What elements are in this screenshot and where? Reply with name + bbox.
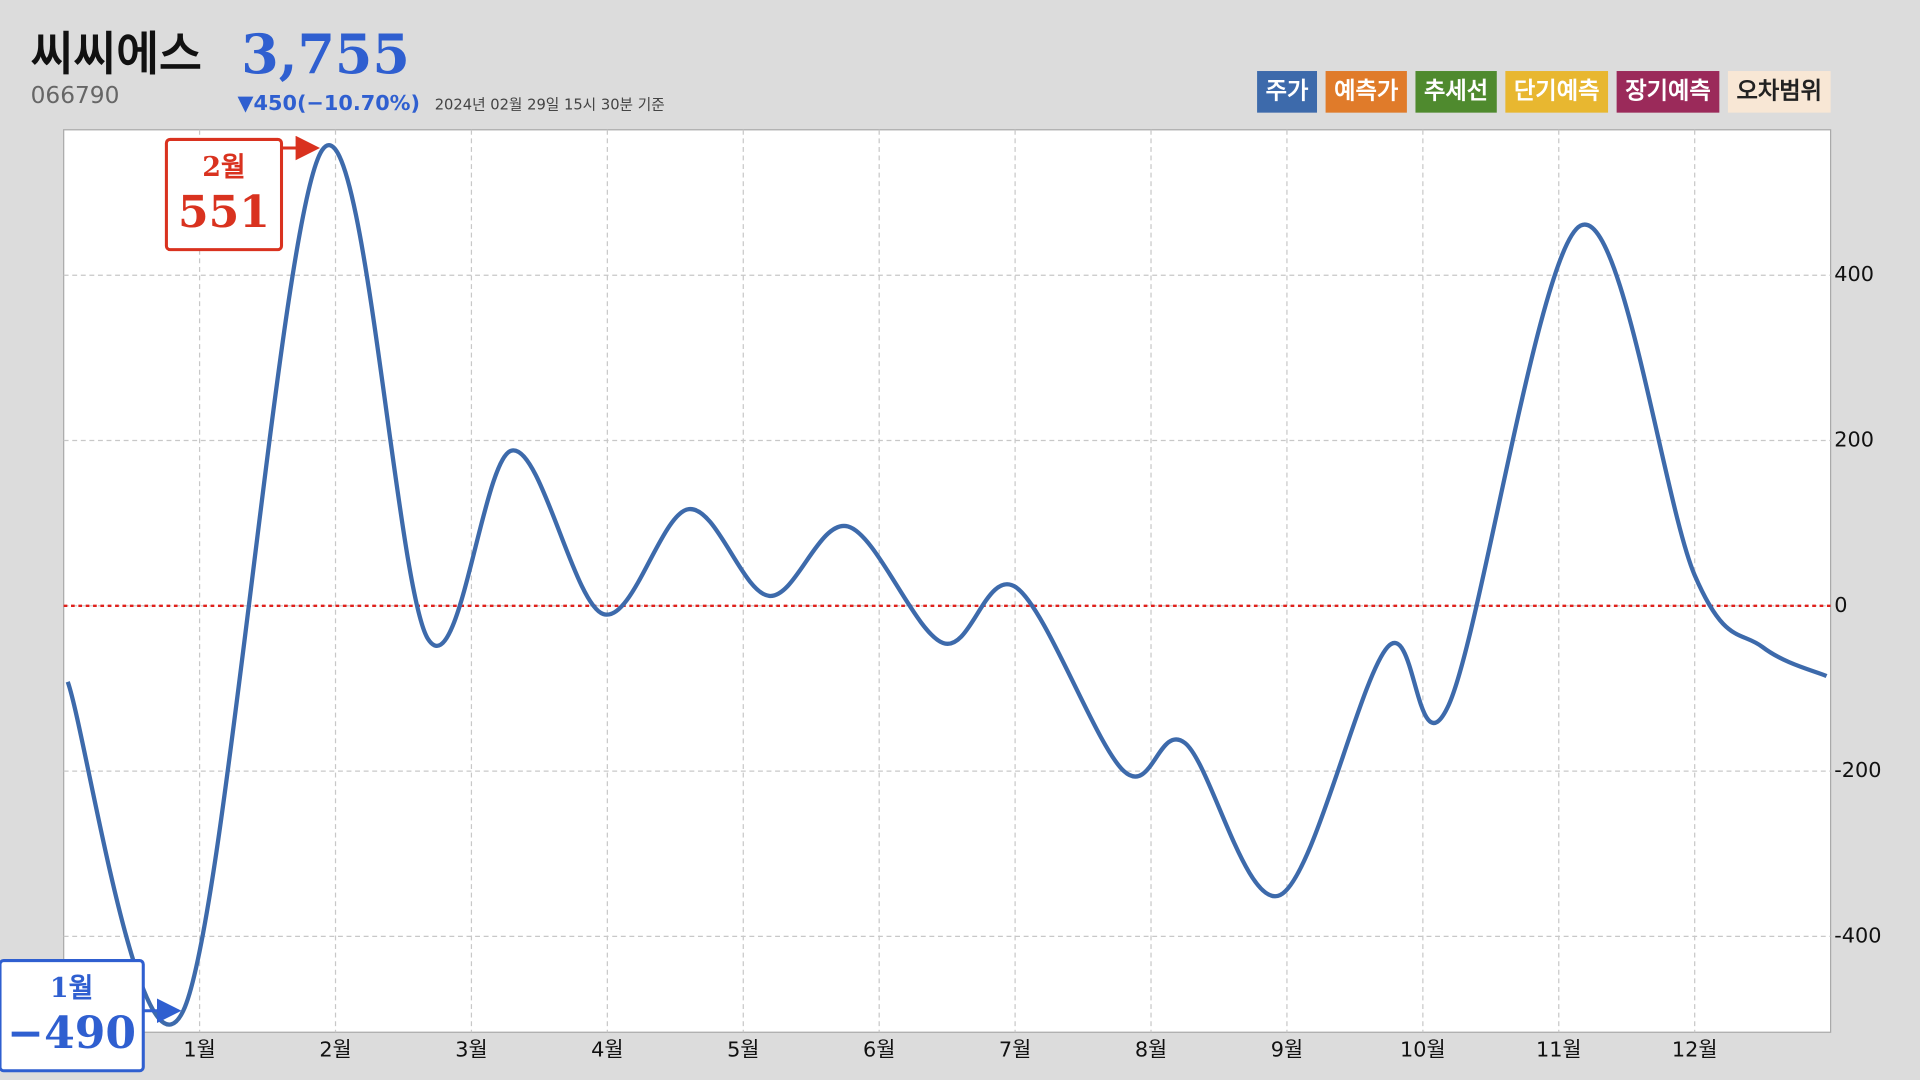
legend-button-label[interactable]: 주가 [1266,77,1309,104]
x-tick-label: 10월 [1400,1038,1446,1062]
x-tick-label: 1월 [183,1038,215,1062]
legend-button-bg[interactable] [1257,71,1318,113]
y-tick-label: 200 [1834,428,1874,452]
stock-price: 3,755 [241,22,410,86]
legend-button[interactable]: 추세선 [1415,71,1497,113]
x-tick-label: 2월 [319,1038,351,1062]
x-tick-label: 9월 [1271,1038,1303,1062]
y-tick-label: 400 [1834,262,1874,286]
legend-button-label[interactable]: 추세선 [1424,77,1488,104]
annotation-value: −490 [7,1008,136,1059]
legend-button-bg[interactable] [1415,71,1497,113]
legend-button-label[interactable]: 예측가 [1334,77,1399,104]
x-tick-label: 12월 [1672,1038,1718,1062]
legend-button[interactable]: 주가 [1257,71,1318,113]
x-tick-label: 6월 [863,1038,895,1062]
annotation-month: 2월 [202,152,246,183]
y-tick-label: 0 [1834,593,1847,617]
y-tick-label: -400 [1834,923,1881,947]
x-tick-label: 11월 [1536,1038,1582,1062]
plot-area [63,129,1832,1033]
x-tick-label: 8월 [1135,1038,1167,1062]
price-change: ▼450(−10.70%) [238,91,420,115]
legend-button[interactable]: 예측가 [1325,71,1407,113]
legend-button[interactable]: 단기예측 [1505,71,1609,113]
legend-button-label[interactable]: 오차범위 [1736,77,1822,104]
annotation-box [0,959,145,1073]
legend-button-label[interactable]: 장기예측 [1625,77,1711,104]
stock-code: 066790 [31,82,120,109]
x-tick-label: 3월 [455,1038,487,1062]
x-tick-label: 5월 [727,1038,759,1062]
annotation-box [164,137,284,252]
timestamp: 2024년 02월 29일 15시 30분 기준 [435,96,665,113]
y-tick-label: -200 [1834,758,1881,782]
legend-button-bg[interactable] [1727,71,1831,113]
annotation-month: 1월 [50,973,94,1004]
legend-button[interactable]: 장기예측 [1616,71,1720,113]
price-line [65,143,1828,1027]
legend-button-label[interactable]: 단기예측 [1514,77,1600,104]
legend-button-bg[interactable] [1325,71,1407,113]
legend-button-bg[interactable] [1505,71,1609,113]
legend-button-bg[interactable] [1616,71,1720,113]
x-tick-label: 7월 [999,1038,1031,1062]
stock-name: 씨씨에스 [31,27,202,81]
x-tick-label: 4월 [591,1038,623,1062]
legend-button[interactable]: 오차범위 [1727,71,1831,113]
annotation-value: 551 [178,187,270,238]
